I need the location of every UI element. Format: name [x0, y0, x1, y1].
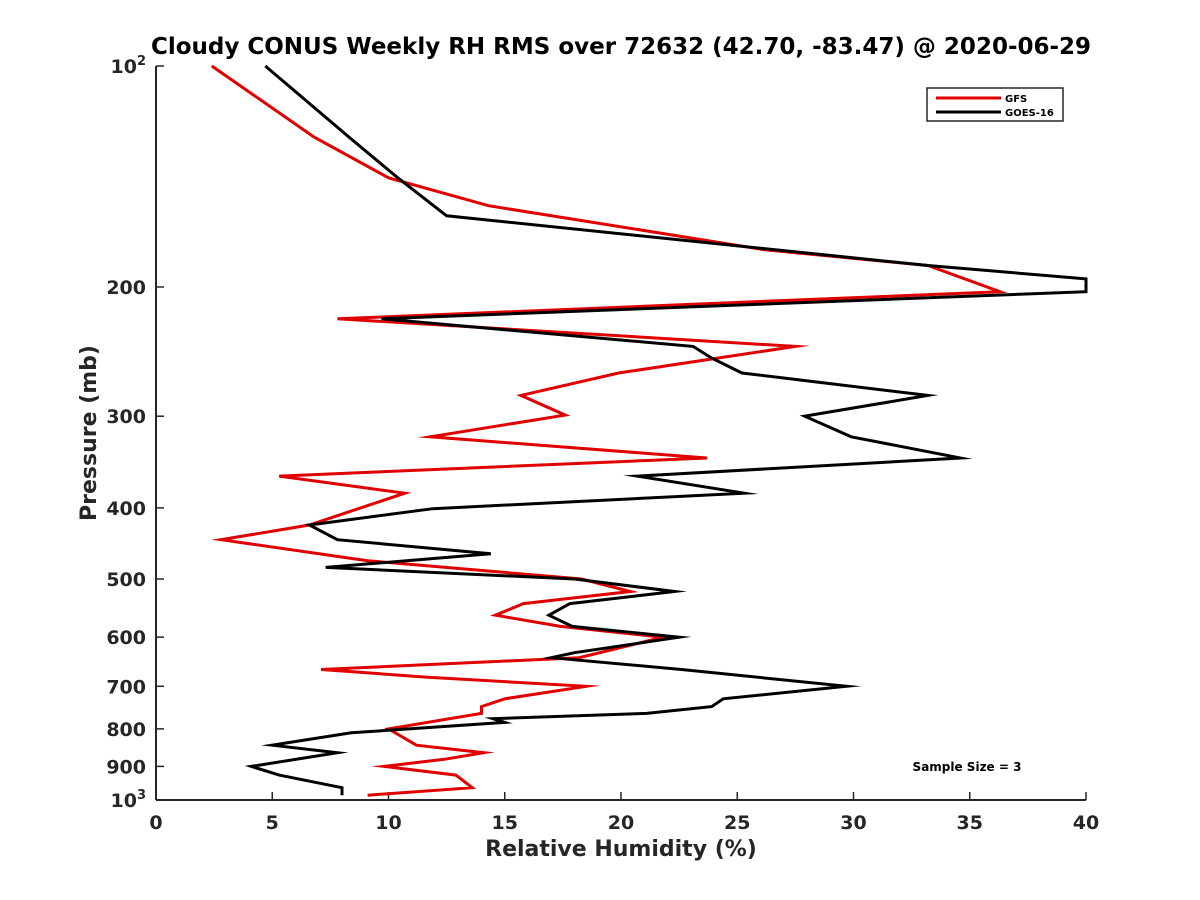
plot-area: 0 5 10 15 20 25 30 35 40 10220030040050060070080…	[106, 54, 1099, 834]
y-tick-label: 800	[106, 719, 146, 741]
x-axis-label: Relative Humidity (%)	[485, 837, 757, 862]
y-tick-label-exponent: 3	[137, 788, 146, 803]
y-tick-label: 200	[106, 277, 146, 299]
y-tick-label-base: 10	[111, 790, 137, 812]
y-tick-label-exponent: 2	[137, 54, 146, 69]
y-tick-label-base: 400	[106, 498, 146, 520]
x-tick-label: 30	[840, 812, 866, 834]
y-axis-label: Pressure (mb)	[77, 345, 102, 521]
y-tick-label: 500	[106, 569, 146, 591]
y-tick-label: 300	[106, 406, 146, 428]
x-tick-label: 5	[266, 812, 279, 834]
x-tick-label: 0	[149, 812, 162, 834]
y-tick-label-base: 800	[106, 719, 146, 741]
y-tick-label: 400	[106, 498, 146, 520]
series-line-gfs	[210, 64, 1008, 797]
sample-size-annotation: Sample Size = 3	[913, 760, 1022, 774]
y-tick-label: 600	[106, 627, 146, 649]
y-tick-label: 700	[106, 676, 146, 698]
series-line-goes-16	[244, 64, 1088, 796]
x-tick-label: 10	[375, 812, 401, 834]
y-tick-label: 103	[111, 788, 147, 812]
legend: GFS GOES-16	[926, 87, 1064, 122]
legend-label-gfs: GFS	[1005, 94, 1027, 105]
x-tick-label: 20	[608, 812, 634, 834]
x-ticks: 0 5 10 15 20 25 30 35 40	[149, 792, 1099, 834]
chart-title: Cloudy CONUS Weekly RH RMS over 72632 (4…	[151, 34, 1091, 60]
series-lines	[210, 64, 1088, 797]
y-tick-label: 900	[106, 756, 146, 778]
legend-label-goes-16: GOES-16	[1005, 108, 1054, 119]
legend-box	[926, 87, 1064, 122]
y-tick-label-base: 900	[106, 756, 146, 778]
x-tick-label: 40	[1073, 812, 1099, 834]
x-tick-label: 35	[957, 812, 983, 834]
x-tick-label: 25	[724, 812, 750, 834]
y-tick-label-base: 10	[111, 56, 137, 78]
y-tick-label-base: 500	[106, 569, 146, 591]
x-tick-label: 15	[492, 812, 518, 834]
y-tick-label-base: 700	[106, 676, 146, 698]
y-tick-label: 102	[111, 54, 147, 78]
y-tick-label-base: 300	[106, 406, 146, 428]
y-tick-label-base: 200	[106, 277, 146, 299]
y-tick-label-base: 600	[106, 627, 146, 649]
